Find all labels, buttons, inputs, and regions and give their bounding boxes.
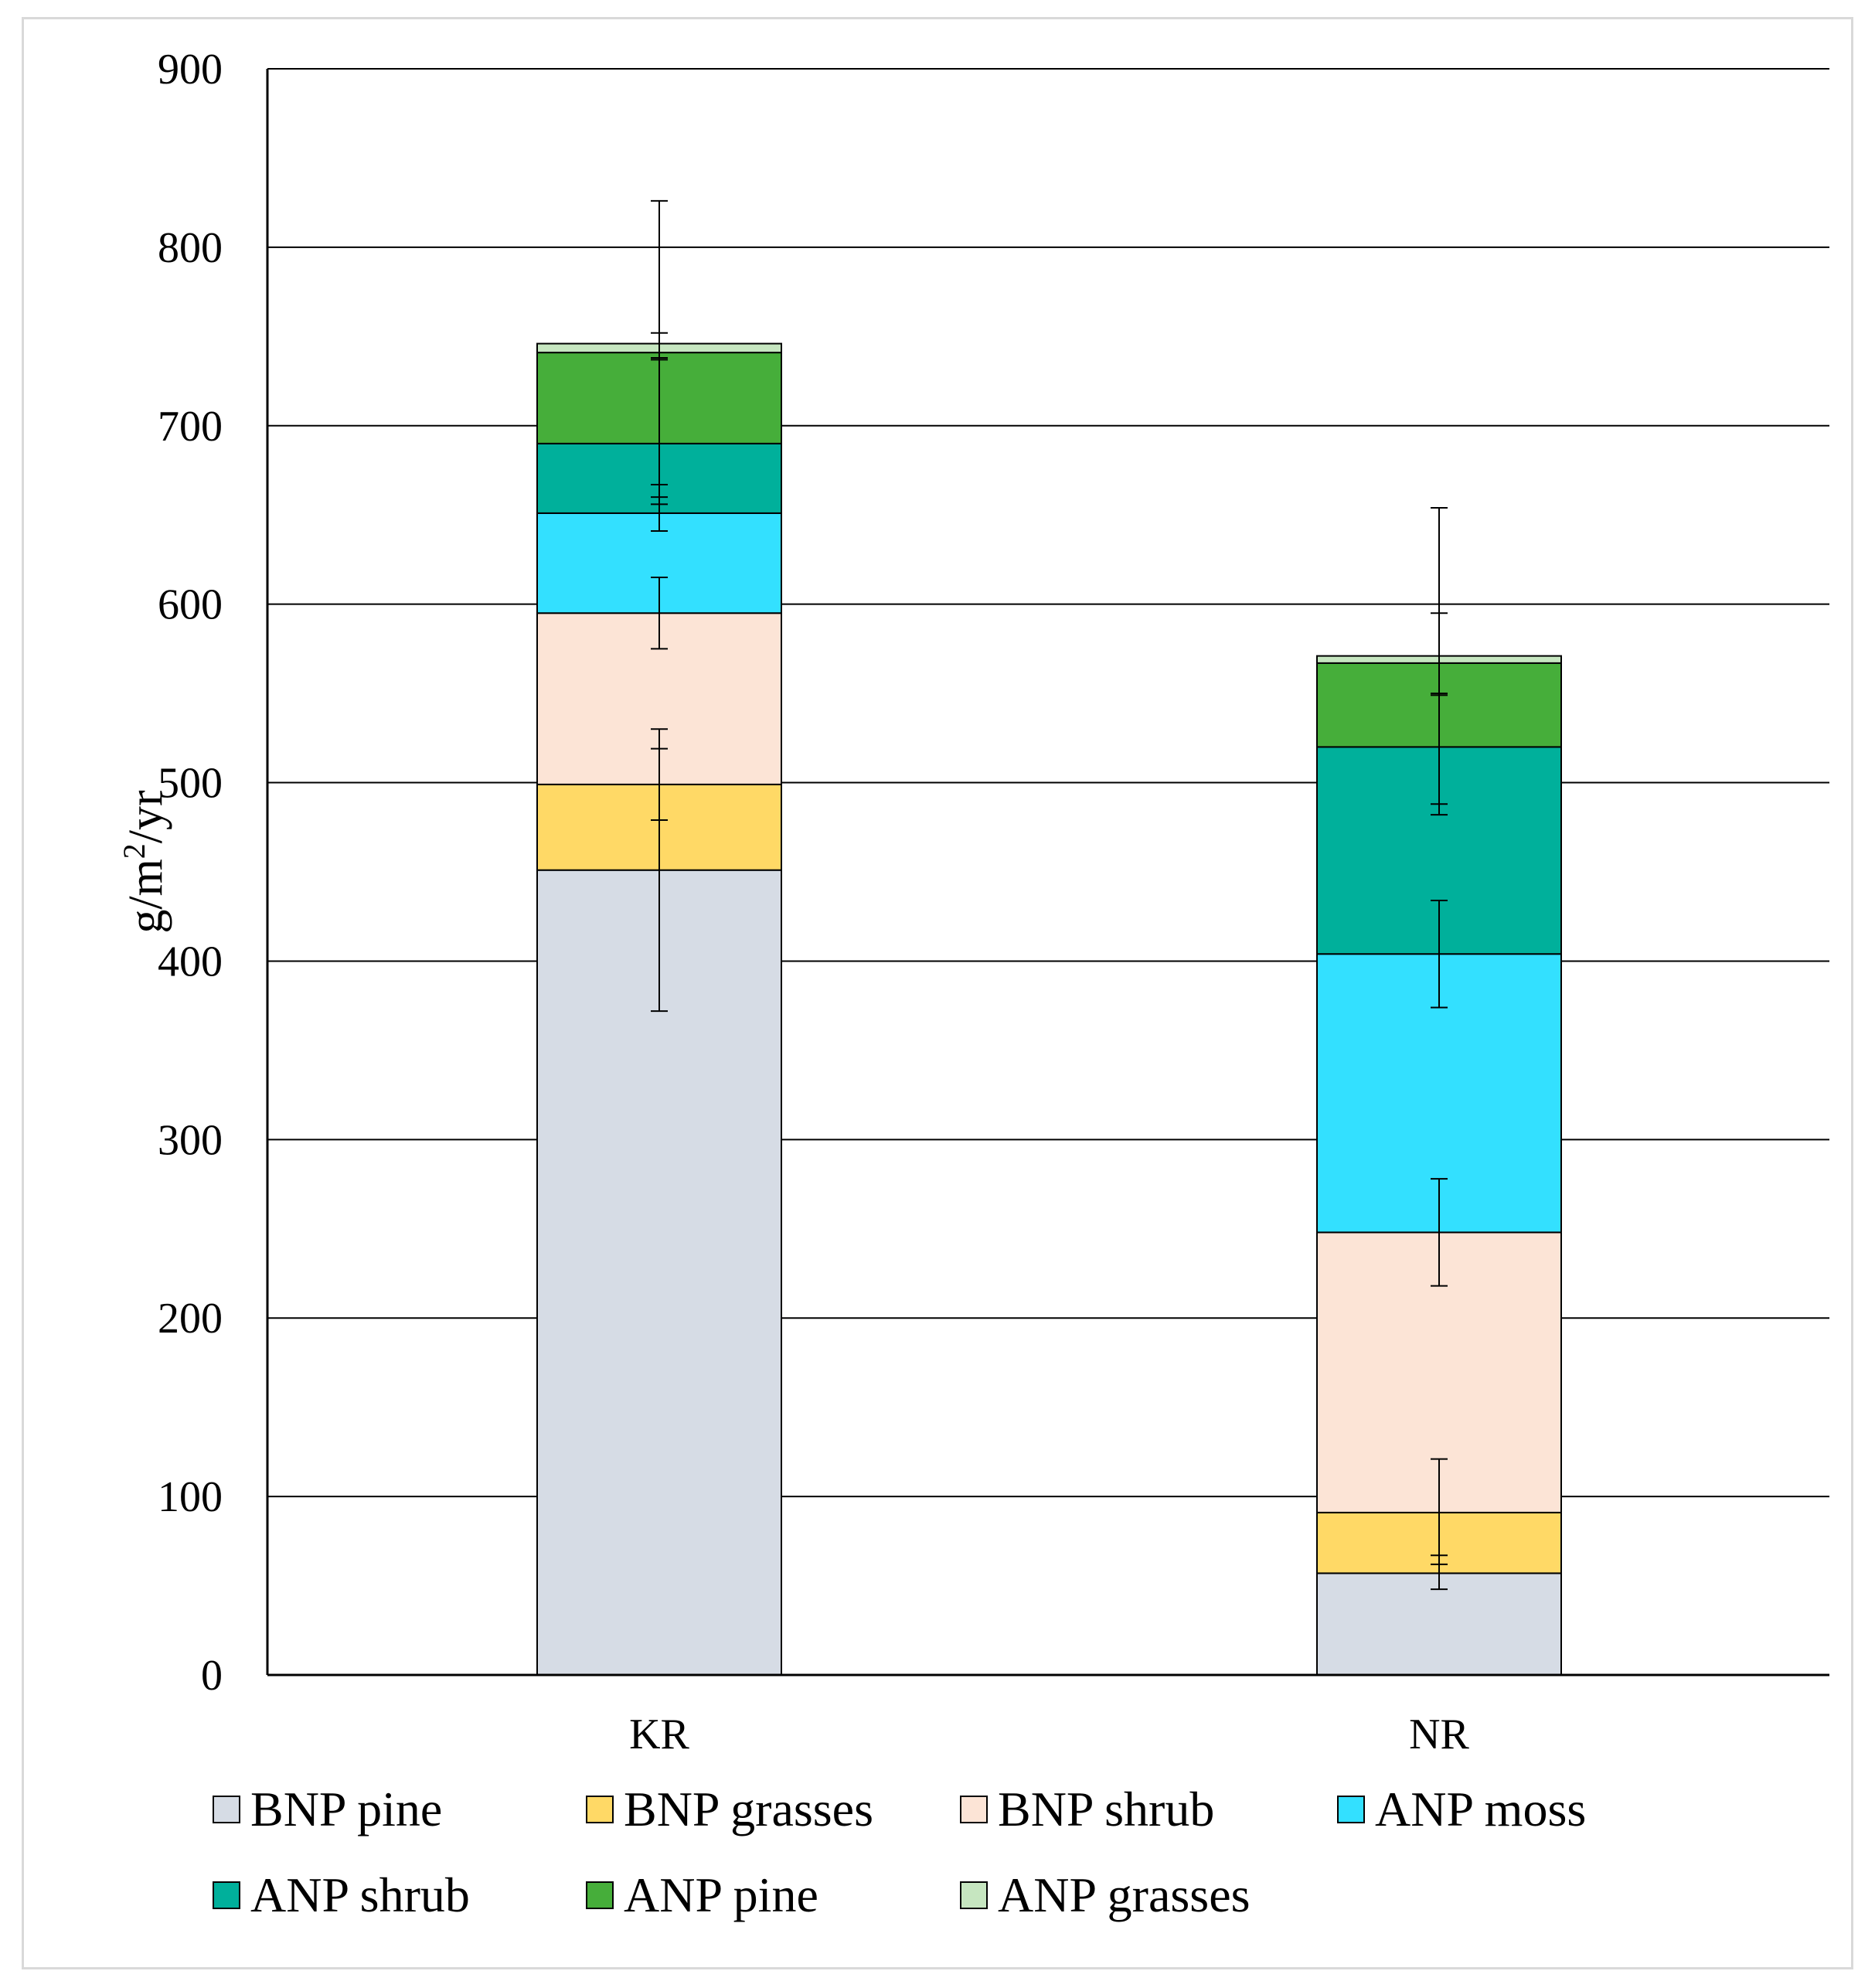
y-tick-label-100: 100 xyxy=(158,1473,223,1521)
legend-label-bnp-shrub: BNP shrub xyxy=(998,1782,1214,1837)
legend-label-anp-moss: ANP moss xyxy=(1375,1782,1586,1837)
y-tick-label-900: 900 xyxy=(158,46,223,94)
legend-swatch-anp-pine xyxy=(586,1881,614,1909)
legend-swatch-anp-grasses xyxy=(960,1881,988,1909)
y-tick-label-800: 800 xyxy=(158,224,223,272)
stacked-bar-chart: 0 100 200 300 400 500 600 700 800 900 KR NR g/m2/yr… xyxy=(117,46,1829,1922)
x-tick-label-kr: KR xyxy=(629,1711,689,1758)
legend-label-anp-shrub: ANP shrub xyxy=(250,1867,470,1922)
chart-frame: 0 100 200 300 400 500 600 700 800 900 KR NR g/m2/yr… xyxy=(22,17,1853,1969)
axes xyxy=(266,69,1829,1677)
legend-swatch-anp-moss xyxy=(1337,1796,1365,1823)
legend-label-bnp-pine: BNP pine xyxy=(250,1782,442,1837)
legend-label-anp-grasses: ANP grasses xyxy=(998,1867,1251,1922)
legend-label-anp-pine: ANP pine xyxy=(624,1867,818,1922)
legend-swatch-bnp-pine xyxy=(213,1796,240,1823)
x-tick-label-nr: NR xyxy=(1409,1711,1469,1758)
gridlines xyxy=(267,68,1829,1498)
legend-swatch-anp-shrub xyxy=(213,1881,240,1909)
y-tick-label-500: 500 xyxy=(158,760,223,808)
y-axis-title-unit: /yr xyxy=(120,790,172,843)
bar-nr-bnp-pine xyxy=(1316,1572,1562,1676)
y-tick-label-0: 0 xyxy=(201,1652,223,1700)
bars xyxy=(536,342,1562,1676)
legend-swatch-bnp-grasses xyxy=(586,1796,614,1823)
y-tick-label-200: 200 xyxy=(158,1295,223,1343)
y-axis-title-base: g/m xyxy=(120,859,172,933)
error-bars xyxy=(651,199,1448,1591)
legend-swatch-bnp-shrub xyxy=(960,1796,988,1823)
y-axis-title: g/m2/yr xyxy=(117,790,173,934)
legend-label-bnp-grasses: BNP grasses xyxy=(624,1782,873,1837)
legend: BNP pine BNP grasses BNP shrub ANP moss ANP … xyxy=(213,1782,1586,1922)
y-tick-label-600: 600 xyxy=(158,581,223,629)
y-tick-label-700: 700 xyxy=(158,403,223,451)
axis-labels: 0 100 200 300 400 500 600 700 800 900 KR NR xyxy=(158,46,1470,1758)
y-axis-title-superscript: 2 xyxy=(117,843,151,859)
y-tick-label-300: 300 xyxy=(158,1116,223,1164)
y-tick-label-400: 400 xyxy=(158,938,223,985)
